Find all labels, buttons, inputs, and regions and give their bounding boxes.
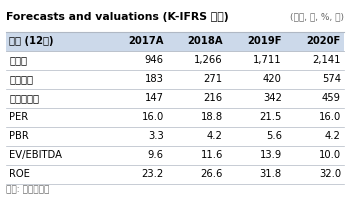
Text: 32.0: 32.0 bbox=[319, 169, 341, 179]
Text: 23.2: 23.2 bbox=[141, 169, 164, 179]
Text: 183: 183 bbox=[145, 74, 164, 84]
Text: 21.5: 21.5 bbox=[259, 112, 282, 122]
Text: 147: 147 bbox=[145, 93, 164, 103]
Text: 1,266: 1,266 bbox=[194, 55, 223, 65]
Text: 2017A: 2017A bbox=[128, 36, 164, 46]
Text: 26.6: 26.6 bbox=[201, 169, 223, 179]
Text: EV/EBITDA: EV/EBITDA bbox=[9, 150, 62, 160]
Text: 18.8: 18.8 bbox=[201, 112, 223, 122]
Bar bbox=[6, 89, 344, 108]
Text: 자료: 유안타증권: 자료: 유안타증권 bbox=[6, 186, 50, 195]
Bar bbox=[6, 70, 344, 89]
Text: 4.2: 4.2 bbox=[207, 131, 223, 141]
Text: 5.6: 5.6 bbox=[266, 131, 282, 141]
Text: 459: 459 bbox=[322, 93, 341, 103]
Text: 2019F: 2019F bbox=[247, 36, 282, 46]
Text: PER: PER bbox=[9, 112, 28, 122]
Bar bbox=[6, 32, 344, 51]
Text: 11.6: 11.6 bbox=[201, 150, 223, 160]
Text: 결산 (12월): 결산 (12월) bbox=[9, 36, 54, 46]
Bar bbox=[6, 165, 344, 184]
Text: Forecasts and valuations (K-IFRS 연결): Forecasts and valuations (K-IFRS 연결) bbox=[6, 12, 229, 22]
Text: 216: 216 bbox=[204, 93, 223, 103]
Text: PBR: PBR bbox=[9, 131, 29, 141]
Text: 16.0: 16.0 bbox=[318, 112, 341, 122]
Text: (억원, 원, %, 배): (억원, 원, %, 배) bbox=[290, 12, 344, 21]
Text: 946: 946 bbox=[145, 55, 164, 65]
Text: 2020F: 2020F bbox=[307, 36, 341, 46]
Text: 4.2: 4.2 bbox=[325, 131, 341, 141]
Bar bbox=[6, 146, 344, 165]
Bar bbox=[6, 127, 344, 146]
Text: 420: 420 bbox=[263, 74, 282, 84]
Bar bbox=[6, 51, 344, 70]
Text: 1,711: 1,711 bbox=[253, 55, 282, 65]
Text: ROE: ROE bbox=[9, 169, 30, 179]
Text: 342: 342 bbox=[263, 93, 282, 103]
Text: 영업이익: 영업이익 bbox=[9, 74, 33, 84]
Text: 2,141: 2,141 bbox=[313, 55, 341, 65]
Text: 16.0: 16.0 bbox=[141, 112, 164, 122]
Text: 2018A: 2018A bbox=[187, 36, 223, 46]
Text: 13.9: 13.9 bbox=[260, 150, 282, 160]
Text: 9.6: 9.6 bbox=[148, 150, 164, 160]
Text: 지배순이익: 지배순이익 bbox=[9, 93, 39, 103]
Text: 매출액: 매출액 bbox=[9, 55, 27, 65]
Text: 31.8: 31.8 bbox=[260, 169, 282, 179]
Text: 271: 271 bbox=[204, 74, 223, 84]
Bar bbox=[6, 108, 344, 127]
Text: 3.3: 3.3 bbox=[148, 131, 164, 141]
Text: 10.0: 10.0 bbox=[319, 150, 341, 160]
Text: 574: 574 bbox=[322, 74, 341, 84]
